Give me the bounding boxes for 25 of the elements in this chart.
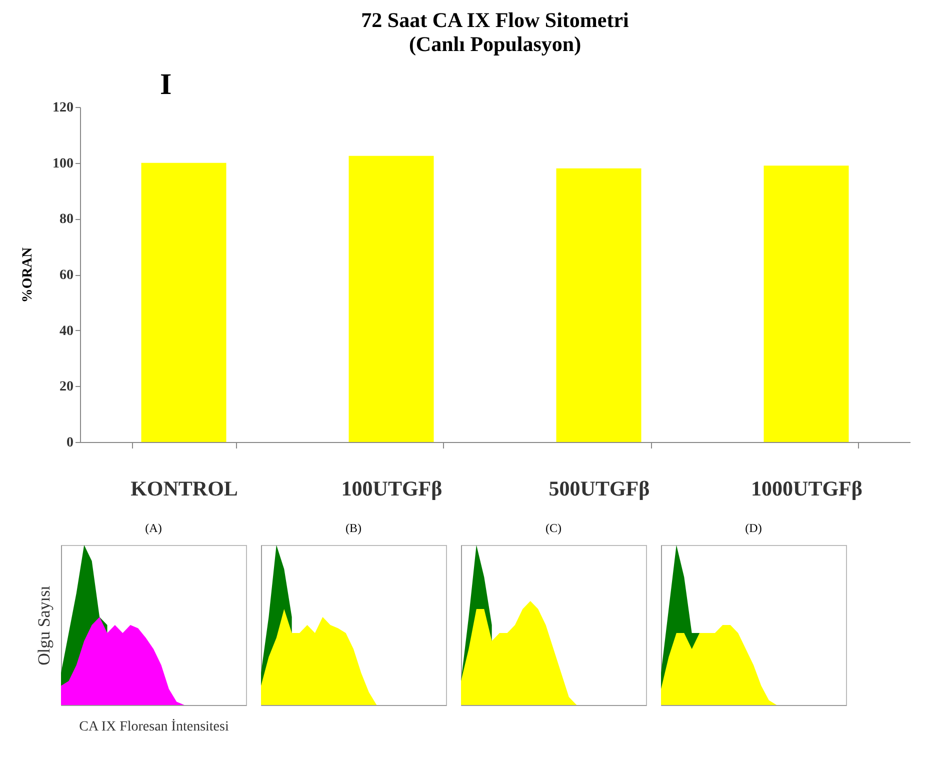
y-axis-title: Olgu Sayısı bbox=[34, 585, 54, 666]
chart-title: (A) bbox=[145, 521, 162, 535]
x-axis-title: CA IX Floresan İntensitesi bbox=[79, 718, 229, 734]
bar bbox=[141, 162, 226, 442]
bar bbox=[348, 156, 434, 442]
x-tick-label: 500UTGFβ bbox=[548, 476, 650, 500]
chart-title: (C) bbox=[546, 521, 562, 535]
chart-subtitle: (Canlı Populasyon) bbox=[408, 32, 582, 56]
chart-title: 72 Saat CA IX Flow Sitometri bbox=[361, 8, 630, 32]
y-axis-title: %ORAN bbox=[20, 247, 36, 303]
y-tick-label: 120 bbox=[52, 100, 74, 116]
chart-title: (D) bbox=[745, 521, 762, 535]
y-tick-label: 40 bbox=[60, 324, 74, 339]
x-tick-label: 100UTGFβ bbox=[341, 476, 442, 500]
x-tick-label: 1000UTGFβ bbox=[751, 476, 862, 500]
y-tick-label: 20 bbox=[60, 380, 74, 395]
bar bbox=[764, 166, 849, 442]
text: I bbox=[160, 68, 172, 102]
y-tick-label: 100 bbox=[52, 156, 74, 172]
x-tick-label: KONTROL bbox=[130, 476, 238, 500]
y-tick-label: 80 bbox=[60, 212, 74, 228]
y-tick-label: 60 bbox=[60, 268, 74, 283]
chart-title: (B) bbox=[346, 521, 362, 535]
bar bbox=[556, 168, 642, 442]
y-tick-label: 0 bbox=[66, 436, 74, 450]
